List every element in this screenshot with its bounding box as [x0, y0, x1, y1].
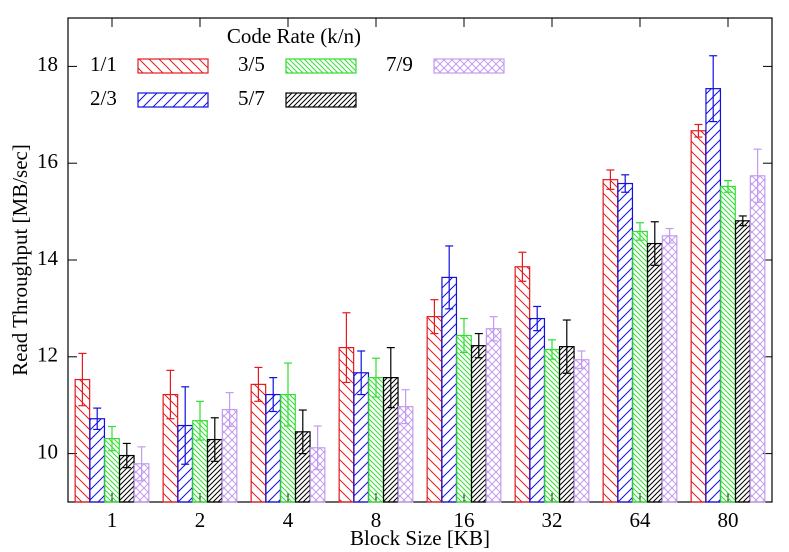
error-bar: [533, 305, 542, 332]
error-bar: [738, 215, 747, 227]
bar: [426, 316, 443, 503]
y-tick-label: 14: [37, 246, 59, 270]
y-axis-label: Read Throughput [MB/sec]: [8, 144, 32, 376]
legend-label: 7/9: [386, 52, 413, 76]
error-bar: [460, 317, 468, 354]
bar: [602, 179, 619, 503]
x-tick-label: 2: [195, 508, 206, 532]
y-tick-label: 10: [37, 439, 58, 463]
error-bar: [606, 169, 615, 190]
bar: [250, 383, 267, 503]
error-bar: [254, 366, 263, 402]
bar: [749, 175, 766, 503]
y-tick-label: 18: [37, 52, 58, 76]
error-bar: [181, 386, 190, 465]
error-bar: [313, 425, 322, 471]
error-bar: [298, 409, 307, 455]
legend-label: 1/1: [90, 52, 117, 76]
bar: [441, 276, 458, 503]
x-tick-label: 80: [718, 508, 739, 532]
error-bar: [386, 347, 395, 409]
bar: [646, 242, 663, 503]
error-bar: [93, 407, 102, 430]
error-bar: [269, 377, 278, 413]
x-tick-label: 8: [371, 508, 382, 532]
bar: [617, 182, 634, 503]
legend-title: Code Rate (k/n): [227, 24, 361, 48]
legend-swatch: [285, 92, 357, 108]
error-bar: [621, 174, 630, 193]
legend-label: 2/3: [90, 86, 117, 110]
bar: [89, 418, 106, 503]
error-bar: [401, 389, 410, 425]
y-tick-label: 16: [37, 149, 58, 173]
error-bar: [430, 299, 439, 335]
error-bar: [108, 425, 116, 452]
error-bar: [724, 180, 732, 193]
error-bar: [636, 222, 644, 241]
x-tick-label: 1: [107, 508, 118, 532]
bar: [632, 230, 648, 503]
legend-swatch: [137, 92, 209, 108]
error-bar: [753, 148, 762, 204]
error-bar: [210, 417, 219, 462]
bar: [456, 334, 472, 503]
error-bar: [489, 316, 498, 342]
bar: [544, 348, 560, 503]
error-bar: [709, 55, 718, 123]
error-bar: [474, 332, 483, 359]
error-bar: [548, 339, 556, 360]
bar: [573, 359, 590, 503]
error-bar: [78, 352, 87, 407]
x-tick-label: 4: [283, 508, 294, 532]
error-bar: [357, 350, 366, 396]
bar: [690, 130, 707, 503]
bar: [720, 185, 736, 503]
bar: [514, 266, 531, 503]
legend-label: 3/5: [238, 52, 265, 76]
bar: [661, 235, 678, 503]
error-bar: [284, 362, 292, 427]
error-bar: [225, 392, 234, 428]
error-bar: [445, 245, 454, 310]
error-bar: [665, 227, 674, 244]
error-bar: [562, 319, 571, 374]
error-bar: [577, 350, 586, 370]
legend-swatch: [285, 58, 357, 74]
error-bar: [196, 400, 204, 441]
error-bar: [518, 251, 527, 282]
error-bar: [650, 221, 659, 266]
error-bar: [137, 446, 146, 482]
error-bar: [694, 123, 703, 138]
bar: [529, 317, 546, 503]
legend-label: 5/7: [238, 86, 265, 110]
bar: [705, 88, 722, 503]
bar: [485, 328, 502, 503]
error-bar: [122, 442, 131, 469]
x-axis-label: Block Size [KB]: [350, 526, 490, 550]
x-tick-label: 32: [542, 508, 563, 532]
bar: [470, 345, 487, 503]
bar: [734, 220, 751, 503]
legend-swatch: [433, 58, 505, 74]
error-bar: [166, 369, 175, 420]
x-tick-label: 64: [630, 508, 652, 532]
error-bar: [342, 312, 351, 384]
legend-swatch: [137, 58, 209, 74]
x-tick-label: 16: [454, 508, 475, 532]
y-tick-label: 12: [37, 343, 58, 367]
error-bar: [372, 357, 380, 398]
